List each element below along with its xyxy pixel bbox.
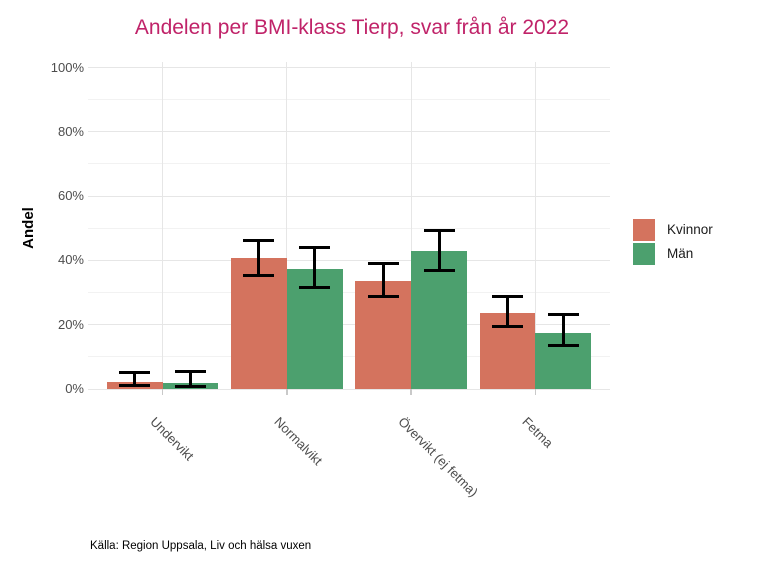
errorbar-cap-top (175, 370, 207, 374)
errorbar-cap-top (119, 371, 151, 375)
y-tick-label: 0% (65, 381, 84, 396)
y-tick-label: 60% (57, 188, 84, 204)
chart-title: Andelen per BMI-klass Tierp, svar från å… (134, 16, 570, 39)
gridline-horizontal-minor (88, 227, 610, 229)
errorbar-cap-bottom (299, 285, 331, 289)
errorbar-stem (561, 314, 565, 346)
errorbar-stem (381, 263, 385, 297)
errorbar-cap-top (299, 246, 331, 250)
x-tick-label: Undervikt (146, 414, 197, 464)
y-tick-label: 80% (57, 123, 84, 139)
x-tick (161, 389, 164, 395)
x-tick (534, 389, 537, 395)
gridline-horizontal-minor (88, 99, 610, 101)
y-tick-label: 20% (57, 316, 84, 332)
gridline-horizontal-major (88, 259, 610, 261)
gridline-vertical (286, 62, 288, 389)
bar-kvinnor (355, 281, 412, 389)
y-tick-label: 40% (57, 252, 84, 268)
x-tick (410, 389, 412, 395)
legend-swatch-kvinnor (633, 218, 655, 241)
gridline-horizontal-major (88, 195, 610, 197)
errorbar-stem (257, 240, 261, 276)
errorbar-cap-bottom (243, 274, 275, 278)
bar-man (411, 251, 468, 389)
legend-item-man: Män (633, 242, 713, 265)
legend-label-kvinnor: Kvinnor (667, 222, 713, 237)
errorbar-stem (505, 296, 509, 327)
errorbar-cap-bottom (491, 325, 523, 329)
bar-kvinnor (230, 258, 287, 389)
errorbar-cap-top (491, 294, 523, 298)
gridline-horizontal-major (88, 324, 610, 326)
errorbar-stem (437, 230, 441, 271)
x-tick-label: Övervikt (ej fetma) (395, 414, 482, 500)
errorbar-cap-bottom (119, 383, 151, 387)
errorbar-cap-top (547, 312, 579, 316)
gridline-horizontal-major (88, 388, 610, 390)
errorbar-cap-top (367, 262, 399, 266)
gridline-horizontal-major (88, 131, 610, 133)
plot-panel (88, 62, 610, 390)
gridline-vertical (534, 62, 536, 389)
x-tick-label: Normalvikt (271, 414, 326, 469)
bar-man (286, 269, 343, 389)
gridline-horizontal-minor (88, 356, 610, 358)
errorbar-cap-bottom (175, 384, 207, 388)
errorbar-cap-bottom (367, 294, 399, 298)
errorbar-cap-bottom (423, 268, 455, 272)
gridline-horizontal-minor (88, 163, 610, 165)
y-axis-title: Andel (20, 207, 37, 249)
legend: Kvinnor Män (633, 218, 713, 266)
legend-label-man: Män (667, 246, 694, 261)
errorbar-cap-top (243, 238, 275, 242)
errorbar-stem (313, 247, 317, 288)
gridline-horizontal-minor (88, 292, 610, 294)
gridline-horizontal-major (88, 67, 610, 68)
x-tick-label: Fetma (519, 414, 557, 451)
source-caption: Källa: Region Uppsala, Liv och hälsa vux… (90, 540, 312, 552)
legend-swatch-man (633, 242, 655, 265)
errorbar-cap-bottom (547, 343, 579, 347)
gridline-vertical (162, 62, 164, 389)
errorbar-cap-top (423, 229, 455, 232)
errorbar-stem (189, 371, 193, 387)
legend-item-kvinnor: Kvinnor (633, 218, 713, 241)
gridline-vertical (410, 62, 412, 389)
x-tick (286, 389, 288, 395)
errorbar-stem (133, 372, 137, 386)
y-tick-label: 100% (50, 59, 84, 75)
